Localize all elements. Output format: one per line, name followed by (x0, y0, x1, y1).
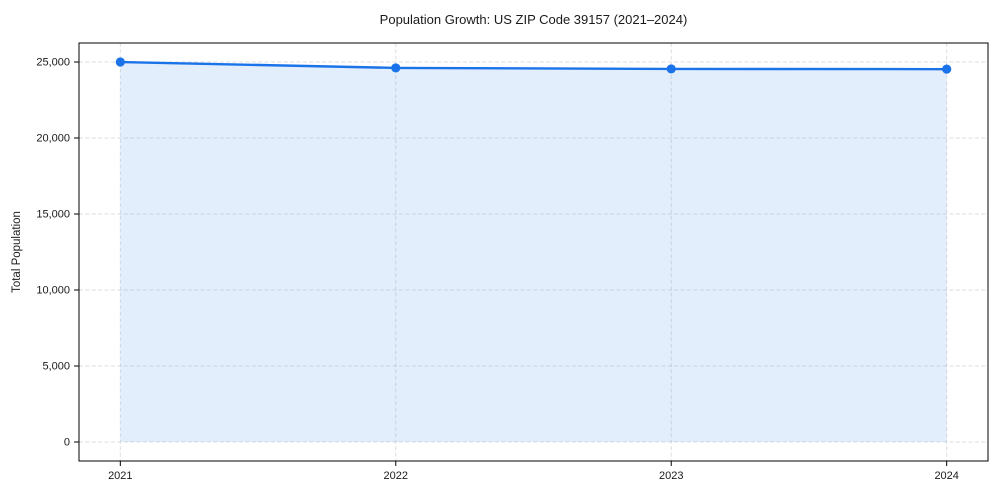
data-point-2023 (666, 64, 676, 74)
x-tick-label: 2023 (659, 470, 683, 482)
y-tick-label: 0 (64, 437, 70, 449)
y-tick-label: 25,000 (36, 57, 70, 69)
data-point-2024 (942, 64, 952, 74)
x-tick-label: 2021 (108, 470, 132, 482)
data-point-2021 (115, 57, 125, 67)
y-tick-label: 15,000 (36, 209, 70, 221)
area-fill (120, 62, 947, 442)
x-tick-label: 2022 (384, 470, 408, 482)
chart-title: Population Growth: US ZIP Code 39157 (20… (379, 12, 688, 27)
trend-line (119, 60, 948, 71)
axis-frame (78, 42, 989, 462)
x-tick-label: 2024 (934, 470, 958, 482)
y-tick-label: 5,000 (42, 361, 70, 373)
y-tick-label: 10,000 (36, 285, 70, 297)
y-tick-label: 20,000 (36, 133, 70, 145)
data-point-2022 (391, 63, 401, 73)
